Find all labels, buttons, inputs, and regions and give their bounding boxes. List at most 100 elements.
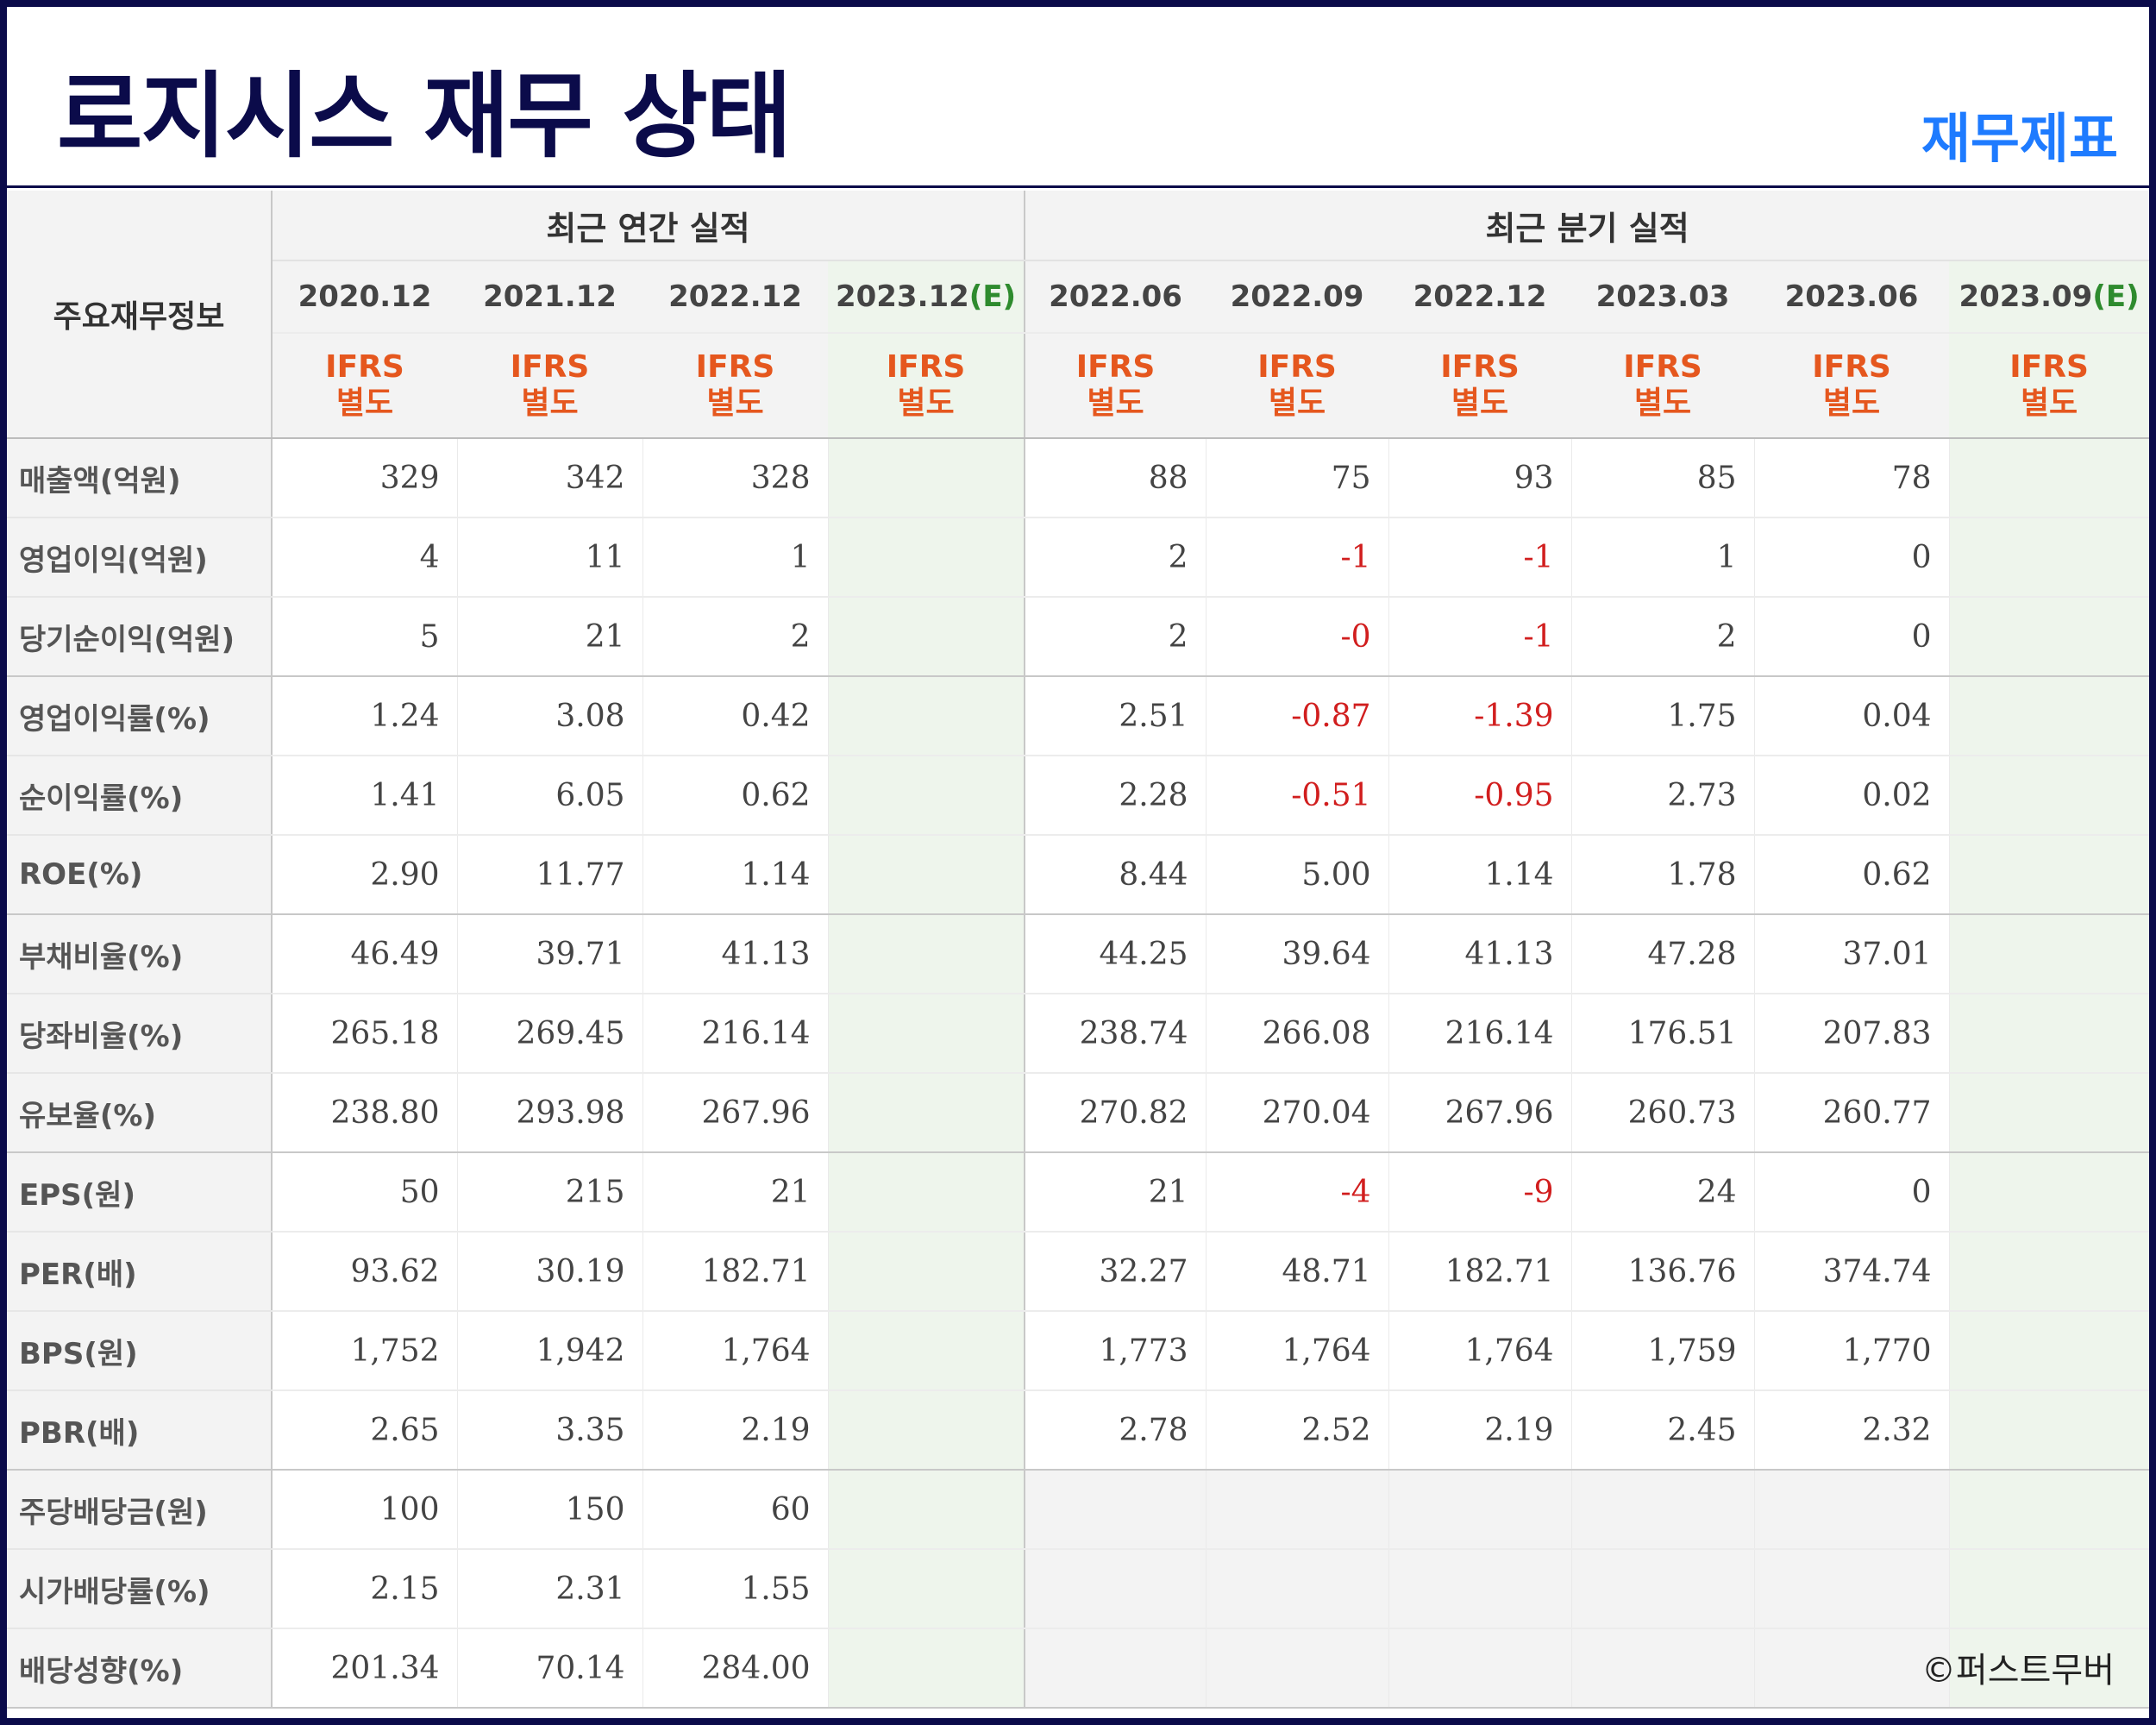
group-header-row: 주요재무정보 최근 연간 실적 최근 분기 실적 — [7, 191, 2149, 439]
table-cell: 5.00 — [1205, 835, 1389, 915]
table-cell — [1753, 1549, 1950, 1629]
page-title: 로지시스 재무 상태 — [57, 63, 792, 171]
ifrs-label: IFRS 별도 — [1754, 333, 1950, 439]
table-cell: 2.15 — [271, 1549, 457, 1629]
period-row: 2020.12 2021.12 2022.12 2023.12 (E) 2022.06 20… — [7, 260, 2149, 334]
table-cell: 2.78 — [1024, 1390, 1206, 1471]
period-label: 2021.12 — [483, 279, 617, 314]
table-cell: 2 — [642, 597, 828, 677]
table-cell — [1570, 1628, 1755, 1709]
ifrs-label: IFRS 별도 — [828, 333, 1025, 439]
table-cell — [1948, 518, 2149, 598]
table-cell: 1.14 — [1388, 835, 1572, 915]
table-cell — [827, 438, 1025, 518]
table-cell: 0.02 — [1753, 756, 1950, 836]
table-cell: 207.83 — [1753, 994, 1950, 1074]
table-cell: 176.51 — [1570, 994, 1755, 1074]
ifrs-line1: IFRS — [1812, 349, 1891, 385]
table-cell: 1 — [1570, 518, 1755, 598]
header: 로지시스 재무 상태 재무제표 — [7, 7, 2149, 188]
table-cell — [1948, 1152, 2149, 1233]
ifrs-label: IFRS 별도 — [1388, 333, 1572, 439]
period-label: 2020.12 — [298, 279, 432, 314]
table-cell: 3.35 — [456, 1390, 642, 1471]
table-cell: -1 — [1205, 518, 1389, 598]
table-cell — [1024, 1549, 1206, 1629]
table-cell — [1948, 1470, 2149, 1550]
table-cell: 1.14 — [642, 835, 828, 915]
table-cell: -0.95 — [1388, 756, 1572, 836]
table-cell — [827, 676, 1025, 756]
table-cell: 2.90 — [271, 835, 457, 915]
ifrs-label: IFRS 별도 — [1571, 333, 1755, 439]
estimate-mark: (E) — [2092, 279, 2140, 314]
table-cell: 1,764 — [642, 1311, 828, 1391]
table-cell — [827, 1232, 1025, 1312]
table-row: PER(배) 93.62 30.19 182.71 32.27 48.71 182.71 13… — [7, 1232, 2149, 1312]
row-label: EPS(원) — [7, 1152, 273, 1233]
ifrs-line1: IFRS — [325, 349, 404, 385]
table-cell — [1570, 1470, 1755, 1550]
period-label: 2023.12 — [835, 279, 969, 314]
table-cell: 0.04 — [1753, 676, 1950, 756]
table-cell: 1,752 — [271, 1311, 457, 1391]
table-cell: 70.14 — [456, 1628, 642, 1709]
table-cell: 60 — [642, 1470, 828, 1550]
table-cell — [827, 1628, 1025, 1709]
table-cell — [1948, 756, 2149, 836]
table-cell: 0.62 — [642, 756, 828, 836]
ifrs-label: IFRS 별도 — [1206, 333, 1389, 439]
table-cell: 2.31 — [456, 1549, 642, 1629]
table-cell: 216.14 — [1388, 994, 1572, 1074]
table-row: 유보율(%) 238.80 293.98 267.96 270.82 270.04 267.… — [7, 1073, 2149, 1153]
table-cell: -0.51 — [1205, 756, 1389, 836]
table-cell: 1,764 — [1388, 1311, 1572, 1391]
table-cell: 293.98 — [456, 1073, 642, 1153]
table-cell: 6.05 — [456, 756, 642, 836]
table-row: 영업이익(억원) 4 11 1 2 -1 -1 1 0 — [7, 518, 2149, 598]
table-cell — [1205, 1549, 1389, 1629]
period-header: 2022.06 — [1024, 260, 1206, 334]
table-cell: 41.13 — [1388, 914, 1572, 994]
row-label: 시가배당률(%) — [7, 1549, 273, 1629]
period-label: 2022.12 — [668, 279, 802, 314]
ifrs-line2: 별도 — [1451, 386, 1509, 421]
table-cell: 267.96 — [1388, 1073, 1572, 1153]
section-badge: 재무제표 — [1921, 107, 2118, 170]
ifrs-line1: IFRS — [1075, 349, 1156, 385]
table-cell: 1,764 — [1205, 1311, 1389, 1391]
period-header: 2022.12 — [1388, 260, 1572, 334]
table-cell: 75 — [1205, 438, 1389, 518]
table-cell — [1024, 1470, 1206, 1550]
row-label: 배당성향(%) — [7, 1628, 273, 1709]
table-cell — [1570, 1549, 1755, 1629]
table-cell: 2.52 — [1205, 1390, 1389, 1471]
table-cell: 85 — [1570, 438, 1755, 518]
table-cell: 1.24 — [271, 676, 457, 756]
ifrs-line1: IFRS — [2009, 349, 2089, 385]
table-cell: 182.71 — [1388, 1232, 1572, 1312]
table-cell: 1,773 — [1024, 1311, 1206, 1391]
table-cell: -1.39 — [1388, 676, 1572, 756]
table-cell — [1948, 835, 2149, 915]
table-cell — [1024, 1628, 1206, 1709]
table-cell: 2.73 — [1570, 756, 1755, 836]
row-label: 영업이익(억원) — [7, 518, 273, 598]
table-cell — [827, 1152, 1025, 1233]
table-cell: 1 — [642, 518, 828, 598]
table-cell: 24 — [1570, 1152, 1755, 1233]
table-cell: 265.18 — [271, 994, 457, 1074]
table-cell: 93.62 — [271, 1232, 457, 1312]
table-row: 당기순이익(억원) 5 21 2 2 -0 -1 2 0 — [7, 597, 2149, 677]
table-cell: 374.74 — [1753, 1232, 1950, 1312]
ifrs-label: IFRS 별도 — [457, 333, 642, 439]
table-cell — [1948, 597, 2149, 677]
table-cell — [1948, 914, 2149, 994]
table-cell — [1753, 1470, 1950, 1550]
table-cell — [1388, 1549, 1572, 1629]
row-label: PER(배) — [7, 1232, 273, 1312]
table-body: 매출액(억원) 329 342 328 88 75 93 85 78 영업이익(억원) 4 11 1 2-… — [7, 438, 2149, 1709]
table-cell: 78 — [1753, 438, 1950, 518]
row-label: 부채비율(%) — [7, 914, 273, 994]
table-cell — [827, 756, 1025, 836]
